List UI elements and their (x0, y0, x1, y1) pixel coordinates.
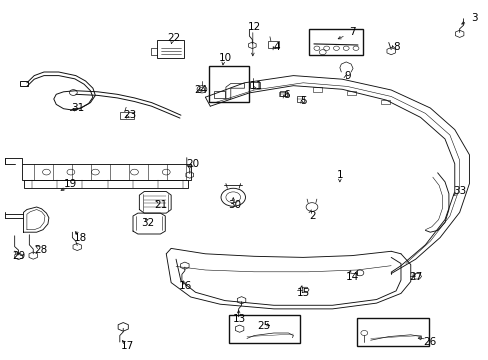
Bar (209, 66, 249, 102)
Bar (346, 91, 355, 95)
Bar (22, 164, 190, 180)
Bar (228, 315, 299, 343)
Text: 15: 15 (296, 288, 309, 298)
Text: 13: 13 (232, 314, 246, 324)
Bar (381, 100, 389, 104)
Bar (308, 29, 362, 55)
Text: 19: 19 (64, 179, 78, 189)
Text: 17: 17 (120, 341, 134, 351)
Text: 23: 23 (122, 110, 136, 120)
Text: 30: 30 (228, 200, 241, 210)
Bar (267, 41, 278, 48)
Text: 6: 6 (282, 90, 289, 100)
Text: 24: 24 (193, 85, 207, 95)
Bar (24, 180, 188, 188)
Text: 14: 14 (345, 272, 358, 282)
Text: 18: 18 (74, 233, 87, 243)
Bar (356, 318, 428, 346)
Text: 20: 20 (186, 159, 199, 169)
Bar (120, 112, 134, 119)
Bar (20, 81, 28, 86)
Text: 11: 11 (249, 81, 263, 91)
Text: 3: 3 (470, 13, 477, 23)
Text: 31: 31 (71, 103, 85, 113)
Text: 27: 27 (408, 272, 422, 282)
Bar (297, 96, 304, 102)
Text: 10: 10 (218, 53, 231, 63)
Text: 9: 9 (343, 71, 350, 81)
Text: 1: 1 (336, 170, 343, 180)
Text: 26: 26 (423, 337, 436, 347)
Text: 33: 33 (452, 186, 466, 196)
Bar (157, 40, 184, 58)
Text: 16: 16 (179, 281, 192, 291)
Text: 12: 12 (247, 22, 261, 32)
Text: 28: 28 (34, 245, 47, 255)
Text: 32: 32 (141, 218, 155, 228)
Text: 5: 5 (299, 96, 306, 106)
Bar (279, 91, 286, 96)
Text: 29: 29 (12, 251, 25, 261)
Text: 21: 21 (154, 200, 168, 210)
Bar (278, 92, 287, 96)
Bar (214, 91, 224, 98)
Bar (250, 82, 260, 88)
Bar (312, 87, 321, 92)
Text: 4: 4 (272, 42, 279, 52)
Text: 22: 22 (166, 33, 180, 43)
Text: 2: 2 (309, 211, 316, 221)
Text: 25: 25 (257, 321, 270, 331)
Text: 7: 7 (348, 27, 355, 37)
Text: 8: 8 (392, 42, 399, 52)
